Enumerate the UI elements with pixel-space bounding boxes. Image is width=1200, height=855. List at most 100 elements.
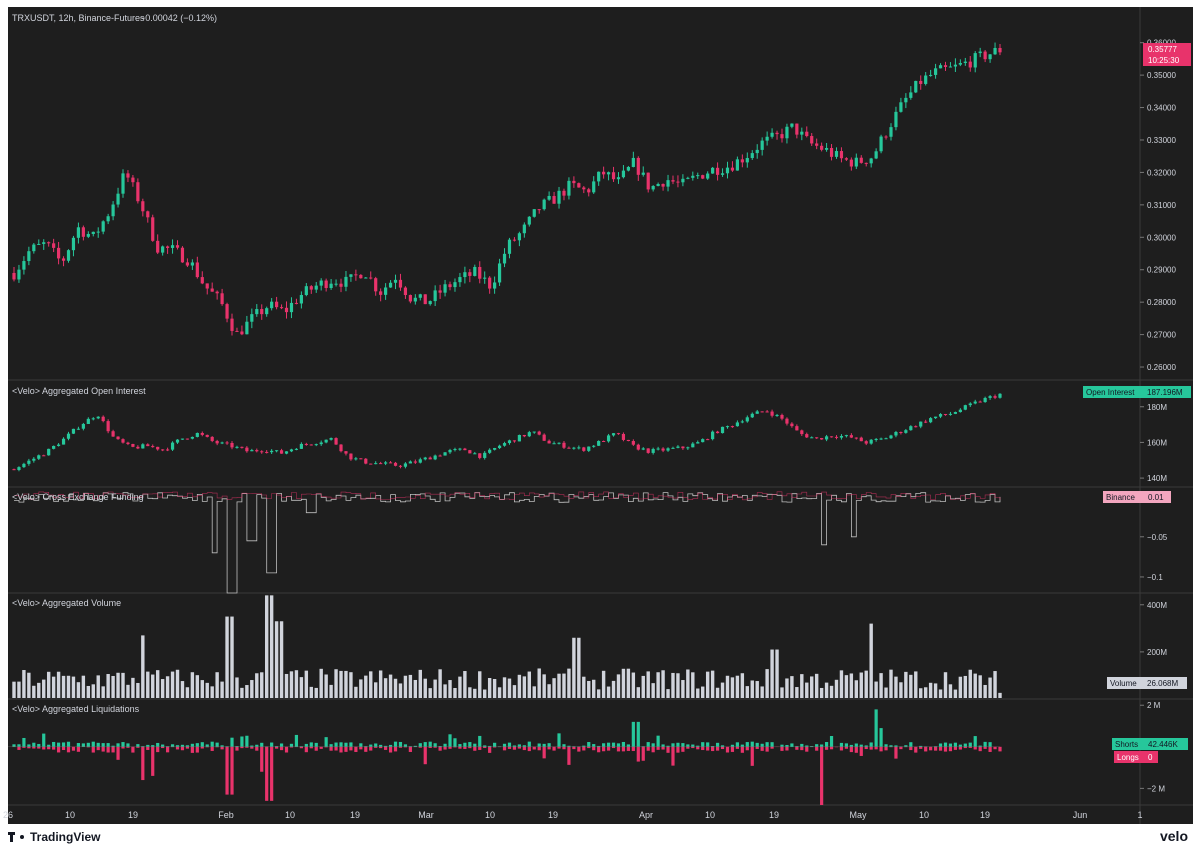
liq-shorts-bar (141, 746, 144, 747)
oi-candle (800, 430, 803, 434)
liq-shorts-bar (235, 746, 238, 747)
liq-shorts-bar (87, 743, 90, 747)
oi-candle (260, 451, 263, 452)
oi-candle (330, 438, 333, 440)
liq-shorts-bar (82, 743, 85, 746)
oi-candle (795, 426, 798, 430)
price-candle (92, 232, 95, 234)
tradingview-brand[interactable]: TradingView (8, 830, 100, 844)
oi-candle (161, 449, 164, 450)
liq-longs-bar (260, 747, 263, 772)
price-candle (746, 158, 749, 162)
liq-shorts-bar (315, 743, 318, 747)
oi-candle (379, 463, 382, 464)
liq-longs-bar (166, 747, 169, 753)
liq-shorts-bar (399, 742, 402, 747)
price-candle (57, 248, 60, 259)
volume-bar (552, 678, 555, 698)
price-candle (716, 168, 719, 175)
volume-bar (810, 676, 813, 698)
liq-shorts-bar (825, 742, 828, 747)
price-candle (557, 191, 560, 204)
liq-shorts-bar (795, 746, 798, 747)
oi-candle (295, 449, 298, 450)
liq-longs-bar (974, 747, 977, 750)
liq-longs-bar (815, 747, 818, 751)
volume-bar (547, 684, 550, 698)
y-tick-label: 0.31000 (1147, 201, 1176, 210)
liq-shorts-bar (954, 743, 957, 747)
liq-longs-bar (899, 747, 902, 749)
oi-candle (270, 451, 273, 452)
oi-candle (889, 435, 892, 438)
volume-bar (855, 680, 858, 698)
price-candle (924, 76, 927, 84)
liq-shorts-bar (57, 743, 60, 747)
oi-candle (899, 432, 902, 433)
volume-bar (676, 673, 679, 698)
price-candle (795, 124, 798, 135)
oi-candle (944, 414, 947, 415)
price-candle (562, 191, 565, 196)
volume-bar (894, 677, 897, 698)
price-candle (483, 278, 486, 279)
volume-bar (225, 617, 228, 698)
price-candle (201, 277, 204, 283)
price-candle (671, 180, 674, 181)
volume-bar (572, 638, 575, 698)
volume-bar (795, 687, 798, 698)
liq-shorts-bar (572, 746, 575, 747)
liq-shorts-bar (557, 733, 560, 746)
volume-bar (156, 670, 159, 698)
velo-brand[interactable]: velo (1160, 828, 1188, 844)
price-candle (652, 186, 655, 189)
x-tick-label: Mar (418, 810, 434, 820)
volume-bar (874, 682, 877, 698)
liq-shorts-bar (206, 744, 209, 746)
price-candle (52, 243, 55, 248)
oi-candle (657, 449, 660, 450)
price-candle (899, 102, 902, 112)
price-candle (453, 282, 456, 287)
liq-longs-bar (72, 747, 75, 751)
volume-bar (240, 688, 243, 698)
price-candle (800, 132, 803, 135)
price-candle (959, 63, 962, 65)
liq-shorts-bar (52, 742, 55, 747)
oi-candle (225, 442, 228, 443)
price-candle (711, 168, 714, 174)
oi-candle (617, 433, 620, 434)
liq-shorts-bar (478, 736, 481, 747)
liq-longs-bar (602, 747, 605, 751)
volume-bar (215, 672, 218, 698)
liq-longs-bar (121, 747, 124, 749)
volume-bar (919, 688, 922, 698)
liq-longs-bar (245, 747, 248, 748)
volume-bar (141, 635, 144, 698)
volume-bar (671, 673, 674, 698)
y-tick-label: −0.05 (1147, 533, 1168, 542)
price-candle (107, 216, 110, 221)
volume-bar (448, 680, 451, 698)
oi-candle (810, 437, 813, 438)
oi-candle (785, 419, 788, 424)
liq-longs-bar (186, 747, 189, 749)
liq-longs-bar (359, 747, 362, 750)
oi-candle (840, 436, 843, 438)
liq-longs-bar (404, 747, 407, 748)
liq-shorts-bar (126, 743, 129, 746)
oi-candle (850, 435, 853, 437)
volume-bar (92, 684, 95, 698)
liq-shorts-bar (211, 742, 214, 747)
liq-longs-bar (731, 747, 734, 752)
liq-longs-bar (984, 747, 987, 749)
price-candle (121, 173, 124, 193)
price-candle (756, 150, 759, 153)
liq-shorts-bar (904, 745, 907, 747)
liq-longs-bar (879, 747, 882, 752)
liq-longs-bar (538, 747, 541, 750)
volume-bar (443, 684, 446, 698)
price-candle (196, 262, 199, 277)
price-candle (320, 281, 323, 286)
